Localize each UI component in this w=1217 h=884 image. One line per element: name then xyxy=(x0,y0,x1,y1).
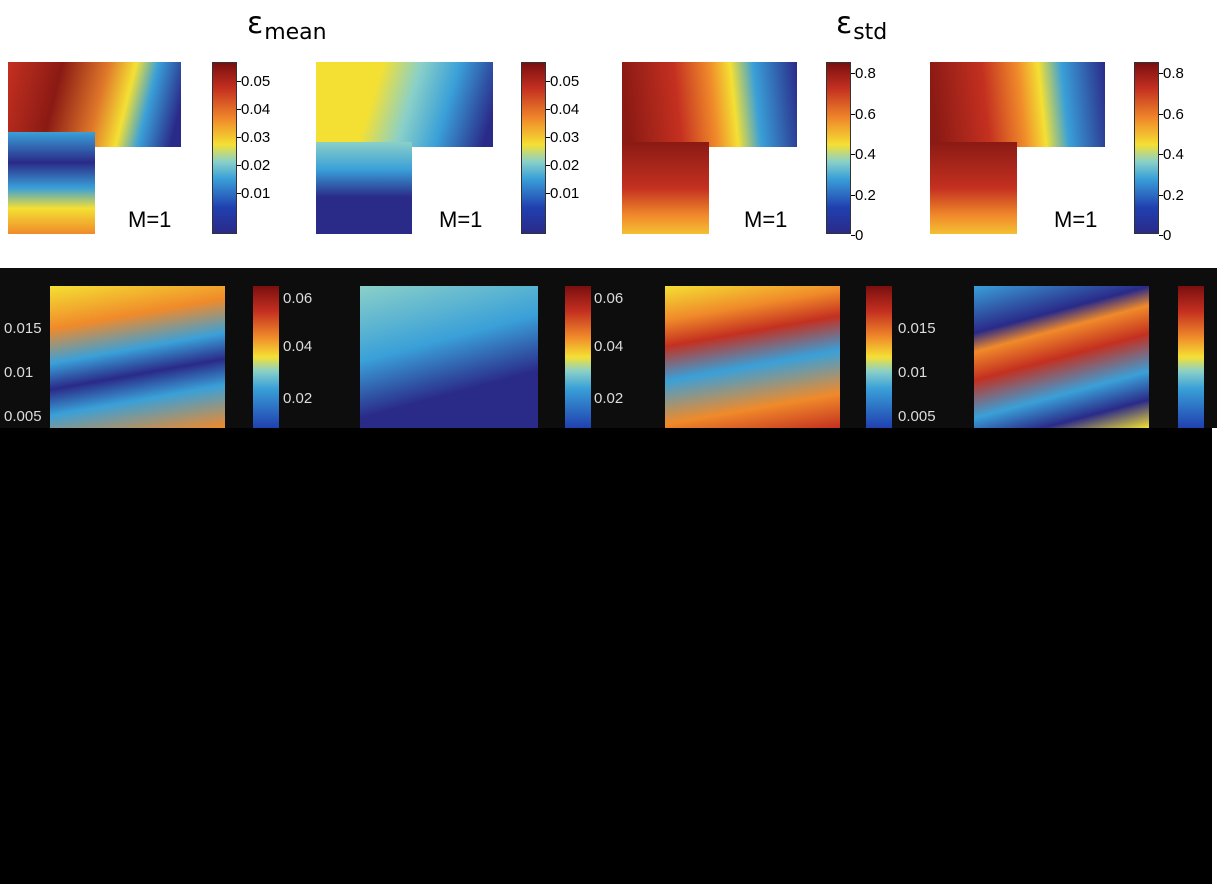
colorbar-2-tick: 0.01 xyxy=(545,185,580,202)
colorbar-3-tick: 0.8 xyxy=(851,65,876,82)
glitch-heatmap-1 xyxy=(50,286,225,428)
colorbar-1-tick: 0.02 xyxy=(236,157,271,174)
colorbar-2-tick: 0.02 xyxy=(545,157,580,174)
heatmap-panel-4: M=1 xyxy=(930,62,1105,234)
heatmap-panel-1: M=1 xyxy=(8,62,183,234)
colorbar-3-tick: 0 xyxy=(850,227,864,244)
heatmap-panel-3: M=1 xyxy=(622,62,797,234)
glitch-colorbar-3 xyxy=(866,286,892,428)
glitch-tick: 0.04 xyxy=(283,338,313,355)
colorbar-2-tick: 0.04 xyxy=(545,101,580,118)
colorbar-4 xyxy=(1134,62,1159,234)
glitch-heatmap-4 xyxy=(974,286,1149,428)
glitch-tick: 0.02 xyxy=(283,390,313,407)
colorbar-3-tick: 0.2 xyxy=(851,187,876,204)
glitch-tick: 0.005 xyxy=(898,408,936,425)
glitch-tick: 0.01 xyxy=(898,364,928,381)
title-subscript: std xyxy=(853,20,888,45)
colorbar-4-tick: 0.2 xyxy=(1159,187,1184,204)
glitch-tick: 0.015 xyxy=(4,320,42,337)
colorbar-2 xyxy=(521,62,546,234)
colorbar-2-tick: 0.03 xyxy=(545,129,580,146)
glitch-tick: 0.005 xyxy=(4,408,42,425)
glitch-tick: 0.02 xyxy=(594,390,624,407)
title-epsilon-std: εstd xyxy=(836,6,887,45)
panel-2-label: M=1 xyxy=(439,207,483,232)
title-epsilon-symbol: ε xyxy=(247,6,264,41)
colorbar-3-tick: 0.6 xyxy=(851,106,876,123)
glitch-heatmap-3 xyxy=(665,286,840,428)
heatmap-panel-2-image xyxy=(316,62,493,234)
glitch-tick: 0.04 xyxy=(594,338,624,355)
glitch-heatmap-2 xyxy=(360,286,538,428)
title-epsilon-symbol: ε xyxy=(836,6,853,41)
heatmap-panel-2: M=1 xyxy=(316,62,493,234)
colorbar-4-tick: 0.4 xyxy=(1159,146,1184,163)
colorbar-4-tick: 0 xyxy=(1158,227,1172,244)
panel-4-label: M=1 xyxy=(1054,207,1098,232)
colorbar-1-tick: 0.01 xyxy=(236,185,271,202)
panel-1-label: M=1 xyxy=(128,207,172,232)
colorbar-3 xyxy=(826,62,851,234)
colorbar-1-tick: 0.03 xyxy=(236,129,271,146)
heatmap-panel-4-image xyxy=(930,62,1105,234)
colorbar-1 xyxy=(212,62,237,234)
glitch-colorbar-2 xyxy=(565,286,591,428)
corrupted-second-row: 0.015 0.01 0.005 0.06 0.04 0.02 0.06 0.0… xyxy=(0,268,1217,428)
colorbar-4-tick: 0.8 xyxy=(1159,65,1184,82)
glitch-tick: 0.06 xyxy=(594,290,624,307)
colorbar-3-tick: 0.4 xyxy=(851,146,876,163)
colorbar-1-tick: 0.04 xyxy=(236,101,271,118)
heatmap-panel-1-image xyxy=(8,62,181,234)
colorbar-1-tick: 0.05 xyxy=(236,73,271,90)
glitch-tick: 0.06 xyxy=(283,290,313,307)
panel-3-label: M=1 xyxy=(744,207,788,232)
colorbar-2-tick: 0.05 xyxy=(545,73,580,90)
glitch-colorbar-4 xyxy=(1178,286,1204,428)
colorbar-4-tick: 0.6 xyxy=(1159,106,1184,123)
glitch-tick: 0.015 xyxy=(898,320,936,337)
glitch-tick: 0.01 xyxy=(4,364,34,381)
title-subscript: mean xyxy=(264,20,327,45)
heatmap-panel-3-image xyxy=(622,62,797,234)
title-epsilon-mean: εmean xyxy=(247,6,327,45)
glitch-colorbar-1 xyxy=(253,286,279,428)
blank-region xyxy=(0,428,1212,884)
